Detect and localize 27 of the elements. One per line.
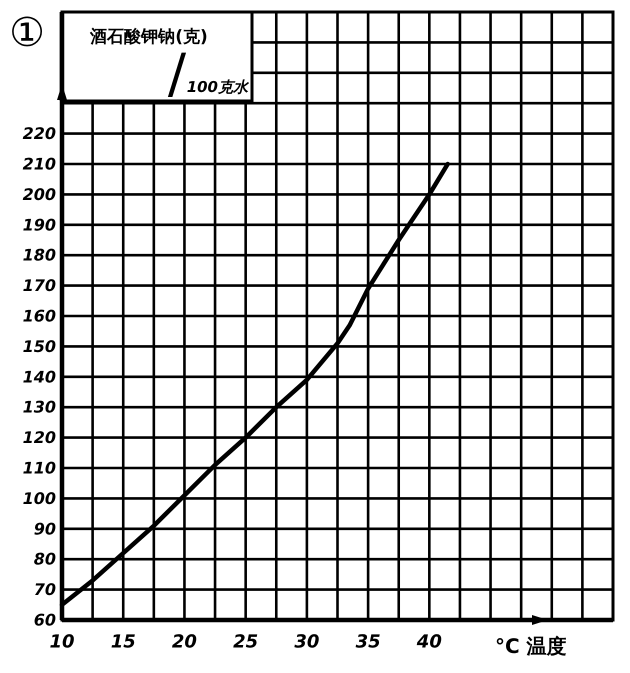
- y-tick-label: 90: [34, 519, 56, 538]
- y-tick-label: 110: [22, 458, 56, 478]
- y-tick-label: 170: [22, 276, 56, 296]
- x-tick-label: 40: [416, 632, 442, 652]
- y-tick-label: 150: [22, 336, 56, 356]
- y-axis-title: 酒石酸钾钠(克)/100克水: [89, 27, 250, 105]
- y-tick-label: 100: [22, 488, 56, 508]
- y-tick-label: 120: [22, 428, 56, 448]
- y-tick-label: 160: [22, 306, 56, 326]
- x-tick-label: 35: [356, 632, 381, 652]
- y-tick-label: 200: [22, 184, 56, 204]
- x-axis-title: °C 温度: [495, 634, 567, 658]
- y-tick-label: 70: [34, 580, 56, 600]
- y-tick-label: 220: [22, 124, 56, 144]
- x-tick-label: 10: [49, 632, 75, 652]
- y-tick-label: 210: [22, 154, 56, 174]
- y-tick-label: 180: [22, 246, 56, 265]
- text: ①: [9, 10, 45, 56]
- y-tick-label: 190: [22, 215, 56, 234]
- x-tick-label: 25: [233, 632, 258, 652]
- y-tick-label: 130: [22, 398, 56, 417]
- x-tick-label: 15: [110, 632, 136, 652]
- x-tick-label: 30: [294, 632, 320, 652]
- y-tick-label: 60: [34, 610, 56, 630]
- y-tick-label: 140: [22, 367, 56, 386]
- y-tick-label: 80: [34, 550, 56, 569]
- x-tick-label: 20: [172, 632, 197, 652]
